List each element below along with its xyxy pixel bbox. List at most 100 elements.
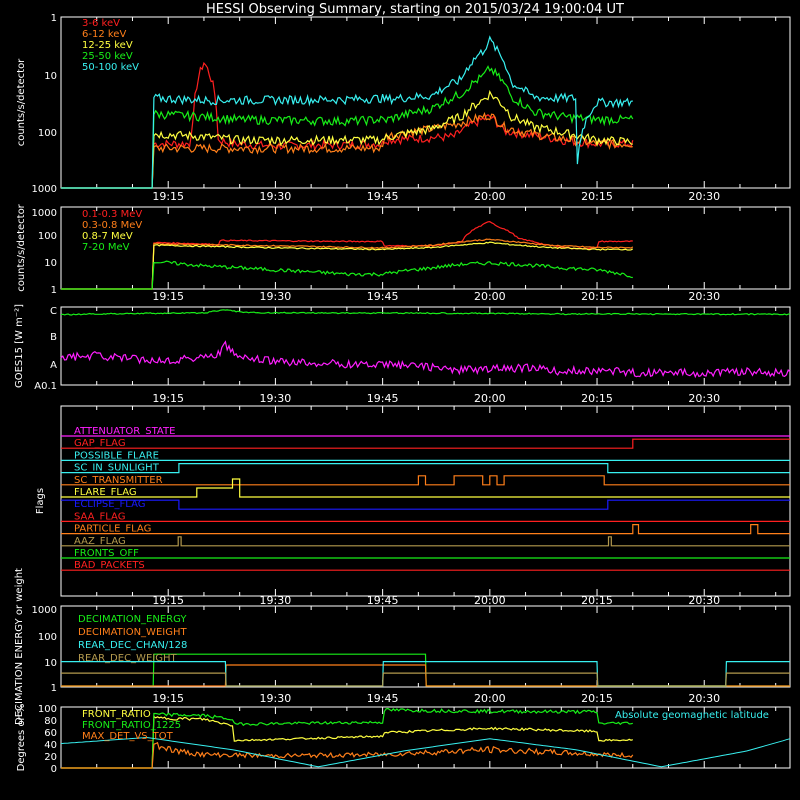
y-tick-label: B [50,332,57,343]
legend-entry: 6-12 keV [82,29,126,40]
series-line-2 [61,241,634,290]
legend-entry: REAR_DEC_WEIGHT [78,653,177,664]
x-tick-label: 19:45 [367,190,399,203]
chart-title: HESSI Observing Summary, starting on 201… [206,2,624,17]
y-tick-label: A0.1 [34,381,57,392]
legend-entry: DECIMATION_WEIGHT [78,627,187,638]
y-axis-label: Flags [35,488,46,514]
legend-entry: DECIMATION_ENERGY [78,614,187,625]
flag-line [61,536,790,547]
y-axis-label: counts/s/detector [16,203,27,291]
y-tick-label: 1 [51,285,57,296]
series-line-3 [61,65,634,189]
flag-label: SC_IN_SUNLIGHT [74,463,160,474]
legend-entry: 25-50 keV [82,51,133,62]
x-tick-label: 20:00 [474,392,506,405]
panel-frame [60,16,791,189]
series-line-1 [61,707,633,769]
y-tick-label: 10 [44,658,57,669]
y-tick-label: 80 [44,716,57,727]
y-tick-label: 10 [44,258,57,269]
panel-frame [60,405,791,597]
x-tick-label: 19:45 [367,290,399,303]
y-tick-label: C [50,306,57,317]
y-axis-label: DECIMATION ENERGY or weight [14,568,25,725]
legend-entry: FRONT_RATIO [82,709,151,720]
legend-entry: 7-20 MeV [82,242,130,253]
x-tick-label: 19:30 [260,392,292,405]
x-tick-label: 20:30 [688,594,720,607]
flag-line [61,524,790,535]
series-line-1 [61,238,634,290]
y-tick-label: 1 [51,13,57,24]
flag-label: ATTENUATOR_STATE [74,426,175,437]
x-tick-label: 19:30 [260,290,292,303]
y-tick-label: 40 [44,740,57,751]
series-line-3 [61,260,633,290]
flag-line [61,478,790,498]
x-tick-label: 20:00 [474,692,506,705]
legend-entry: 0.8-7 MeV [82,231,133,242]
panel-frame [60,605,791,688]
flag-label: ECLIPSE_FLAG [74,499,145,510]
series-line-2 [61,741,634,769]
series-line-0 [61,220,633,290]
y-tick-label: 1000 [32,605,57,616]
series-line-0 [61,715,633,769]
flag-label: FRONTS_OFF [74,548,139,559]
y-tick-label: 100 [38,704,57,715]
legend-entry: Absolute geomagnetic latitude [615,710,769,721]
flags-panel: Flags ATTENUATOR_STATEGAP_FLAGPOSSIBLE_FL… [35,405,791,597]
x-tick-label: 20:30 [688,190,720,203]
x-tick-label: 20:00 [474,594,506,607]
y-axis-label: counts/s/detector [16,58,27,146]
x-tick-label: 19:30 [260,594,292,607]
x-tick-label: 19:45 [367,392,399,405]
y-tick-label: 1000 [32,208,57,219]
y-axis-label: GOES15 [W m⁻²] [14,304,25,388]
x-tick-label: 19:45 [367,594,399,607]
x-tick-label: 19:30 [260,692,292,705]
series-line-1 [61,664,790,687]
legend-entry: REAR_DEC_CHAN/128 [78,640,187,651]
decimation-panel: 1 10 100 1000 DECIMATION ENERGY or weight DEC… [14,568,791,725]
x-tick-label: 20:15 [581,290,613,303]
x-tick-label: 20:30 [688,692,720,705]
panel-frame [60,706,791,769]
x-tick-label: 20:30 [688,392,720,405]
x-tick-label: 19:15 [152,290,184,303]
series-line-1 [60,340,791,379]
flag-line [61,438,790,449]
goes-panel: A0.1 A B C GOES15 [W m⁻²] [14,304,791,392]
x-tick-label: 19:15 [152,190,184,203]
flag-line [61,475,790,486]
series-line-3 [61,672,790,687]
x-tick-label: 19:15 [152,594,184,607]
y-tick-label: 1 [51,683,57,694]
series-line-2 [61,89,633,189]
series-line-1 [61,111,633,189]
flag-label: FLARE_FLAG [74,487,137,498]
y-tick-label: 60 [44,728,57,739]
y-tick-label: 100 [38,128,57,139]
x-tick-label: 20:00 [474,290,506,303]
flag-label: BAD_PACKETS [74,560,145,571]
flag-label: AAZ_FLAG [74,536,126,547]
legend-entry: 3-6 keV [82,18,120,29]
y-tick-label: 20 [44,752,57,763]
legend-entry: 50-100 keV [82,62,139,73]
x-tick-label: 19:45 [367,692,399,705]
flag-line [61,499,790,510]
x-tick-label: 20:15 [581,392,613,405]
y-tick-label: 1000 [32,184,57,195]
y-tick-label: 100 [38,231,57,242]
legend-entry: MAX_DET_VS_TOT [82,731,174,742]
legend-entry: 12-25 keV [82,40,133,51]
flag-label: POSSIBLE_FLARE [74,450,159,461]
panel-frame [60,206,791,290]
x-tick-label: 20:30 [688,290,720,303]
flag-label: SC_TRANSMITTER [74,475,163,486]
